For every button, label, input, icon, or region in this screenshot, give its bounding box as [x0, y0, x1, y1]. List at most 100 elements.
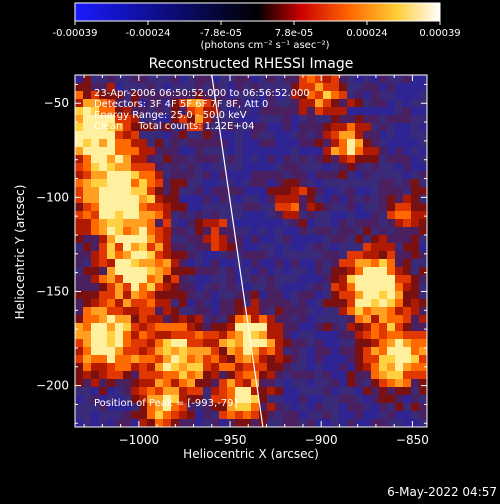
heatmap-pixel: [347, 291, 356, 300]
heatmap-pixel: [259, 131, 268, 140]
heatmap-pixel: [195, 187, 204, 196]
heatmap-pixel: [291, 291, 300, 300]
heatmap-pixel: [147, 139, 156, 148]
heatmap-pixel: [91, 227, 100, 236]
heatmap-pixel: [419, 219, 427, 228]
heatmap-pixel: [267, 355, 276, 364]
heatmap-pixel: [219, 187, 228, 196]
heatmap-pixel: [187, 235, 196, 244]
heatmap-pixel: [139, 339, 148, 348]
heatmap-pixel: [371, 227, 380, 236]
heatmap-pixel: [203, 227, 212, 236]
heatmap-pixel: [283, 107, 292, 116]
heatmap-pixel: [115, 379, 124, 388]
heatmap-pixel: [227, 227, 236, 236]
heatmap-pixel: [363, 195, 372, 204]
heatmap-pixel: [411, 339, 420, 348]
heatmap-pixel: [139, 203, 148, 212]
heatmap-pixel: [299, 275, 308, 284]
heatmap-pixel: [203, 419, 212, 427]
heatmap-pixel: [395, 299, 404, 308]
heatmap-pixel: [139, 131, 148, 140]
heatmap-pixel: [363, 179, 372, 188]
heatmap-pixel: [411, 147, 420, 156]
heatmap-pixel: [147, 107, 156, 116]
heatmap-pixel: [83, 419, 92, 427]
heatmap-pixel: [283, 131, 292, 140]
heatmap-pixel: [379, 163, 388, 172]
heatmap-pixel: [259, 139, 268, 148]
heatmap-pixel: [275, 307, 284, 316]
heatmap-pixel: [163, 251, 172, 260]
heatmap-pixel: [187, 291, 196, 300]
heatmap-pixel: [83, 75, 92, 84]
heatmap-pixel: [91, 323, 100, 332]
heatmap-pixel: [323, 251, 332, 260]
heatmap-pixel: [243, 83, 252, 92]
heatmap-pixel: [371, 395, 380, 404]
heatmap-pixel: [275, 99, 284, 108]
heatmap-pixel: [203, 395, 212, 404]
heatmap-pixel: [379, 171, 388, 180]
heatmap-pixel: [107, 99, 116, 108]
heatmap-pixel: [259, 147, 268, 156]
heatmap-pixel: [371, 267, 380, 276]
heatmap-pixel: [347, 147, 356, 156]
heatmap-pixel: [331, 323, 340, 332]
heatmap-pixel: [275, 195, 284, 204]
heatmap-pixel: [291, 355, 300, 364]
heatmap-pixel: [259, 155, 268, 164]
heatmap-pixel: [211, 227, 220, 236]
heatmap-pixel: [331, 291, 340, 300]
heatmap-pixel: [355, 299, 364, 308]
heatmap-pixel: [379, 235, 388, 244]
heatmap-pixel: [99, 315, 108, 324]
heatmap-pixel: [323, 219, 332, 228]
heatmap-pixel: [371, 211, 380, 220]
heatmap-pixel: [387, 235, 396, 244]
heatmap-pixel: [203, 267, 212, 276]
heatmap-pixel: [363, 355, 372, 364]
heatmap-pixel: [179, 371, 188, 380]
heatmap-pixel: [211, 131, 220, 140]
heatmap-pixel: [347, 83, 356, 92]
heatmap-pixel: [107, 371, 116, 380]
heatmap-pixel: [371, 403, 380, 412]
heatmap-pixel: [395, 243, 404, 252]
heatmap-pixel: [187, 275, 196, 284]
heatmap-pixel: [83, 299, 92, 308]
heatmap-pixel: [99, 339, 108, 348]
heatmap-pixel: [339, 355, 348, 364]
heatmap-pixel: [395, 147, 404, 156]
heatmap-pixel: [379, 259, 388, 268]
heatmap-pixel: [139, 331, 148, 340]
heatmap-pixel: [195, 155, 204, 164]
heatmap-pixel: [403, 123, 412, 132]
heatmap-pixel: [115, 227, 124, 236]
heatmap-pixel: [315, 379, 324, 388]
heatmap-pixel: [179, 307, 188, 316]
heatmap-pixel: [331, 395, 340, 404]
heatmap-pixel: [315, 171, 324, 180]
heatmap-pixel: [131, 315, 140, 324]
heatmap-pixel: [387, 107, 396, 116]
heatmap-pixel: [299, 259, 308, 268]
heatmap-pixel: [355, 347, 364, 356]
heatmap-pixel: [291, 147, 300, 156]
heatmap-pixel: [75, 147, 84, 156]
heatmap-pixel: [115, 83, 124, 92]
heatmap-pixel: [307, 195, 316, 204]
heatmap-pixel: [171, 83, 180, 92]
heatmap-pixel: [331, 195, 340, 204]
heatmap-pixel: [115, 147, 124, 156]
heatmap-pixel: [131, 283, 140, 292]
heatmap-pixel: [99, 155, 108, 164]
heatmap-pixel: [251, 411, 260, 420]
heatmap-pixel: [139, 323, 148, 332]
heatmap-pixel: [371, 243, 380, 252]
heatmap-pixel: [403, 107, 412, 116]
heatmap-pixel: [163, 387, 172, 396]
heatmap-pixel: [107, 355, 116, 364]
heatmap-pixel: [363, 283, 372, 292]
heatmap-pixel: [267, 331, 276, 340]
